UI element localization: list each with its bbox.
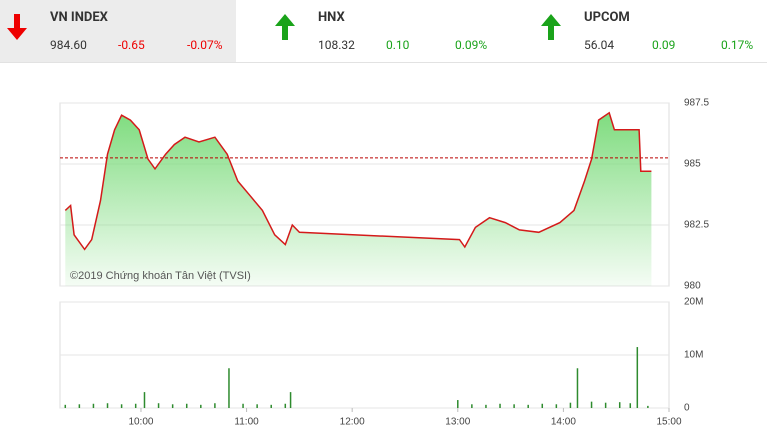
volume-bar	[92, 403, 95, 408]
price-area	[65, 112, 652, 286]
volume-bar	[541, 403, 544, 408]
x-tick-label: 14:00	[551, 417, 576, 428]
y-tick-label: 980	[684, 281, 701, 292]
header: VN INDEX 984.60 -0.65 -0.07% HNX 108.32 …	[0, 0, 767, 63]
volume-bar	[143, 392, 146, 408]
index-name: HNX	[318, 10, 345, 25]
up-arrow	[275, 14, 295, 40]
volume-bar	[647, 405, 649, 408]
index-percent: 0.09%	[455, 38, 488, 52]
y-tick-label: 987.5	[684, 98, 709, 109]
volume-bar	[513, 404, 515, 408]
x-tick-label: 13:00	[445, 417, 470, 428]
watermark: ©2019 Chứng khoán Tân Việt (TVSI)	[70, 270, 251, 282]
index-percent: -0.07%	[187, 38, 223, 52]
volume-bar	[270, 404, 272, 408]
volume-bar	[569, 402, 572, 408]
volume-bar	[157, 403, 160, 408]
volume-bar	[171, 404, 174, 408]
y-tick-label: 10M	[684, 350, 703, 361]
index-percent: 0.17%	[721, 38, 754, 52]
index-value: 108.32	[318, 38, 355, 52]
index-name: UPCOM	[584, 10, 630, 25]
index-change: -0.65	[118, 38, 145, 52]
volume-bar	[527, 404, 529, 408]
index-value: 984.60	[50, 38, 87, 52]
volume-bar	[256, 404, 258, 408]
volume-bar	[242, 403, 244, 408]
index-value: 56.04	[584, 38, 615, 52]
volume-bar	[629, 403, 632, 408]
up-arrow	[541, 14, 561, 40]
index-name: VN INDEX	[50, 10, 108, 25]
y-tick-label: 0	[684, 403, 690, 414]
volume-bar	[64, 404, 67, 408]
volume-bar	[618, 402, 621, 408]
index-tile[interactable]: HNX 108.32 0.10 0.09%	[268, 0, 523, 62]
volume-bar	[457, 400, 459, 408]
volume-bar	[576, 368, 579, 408]
chart: ©2019 Chứng khoán Tân Việt (TVSI) 980 982…	[59, 98, 709, 428]
volume-bar	[590, 401, 593, 408]
x-tick-label: 12:00	[340, 417, 365, 428]
volume-bar	[134, 403, 137, 408]
volume-bar	[636, 347, 639, 408]
x-tick-label: 10:00	[128, 417, 153, 428]
x-tick-label: 11:00	[234, 417, 259, 428]
y-tick-label: 985	[684, 159, 701, 170]
down-arrow	[7, 14, 27, 40]
volume-bar	[185, 403, 188, 408]
index-tile[interactable]: VN INDEX 984.60 -0.65 -0.07%	[0, 0, 236, 62]
volume-bar	[604, 402, 607, 408]
index-tile[interactable]: UPCOM 56.04 0.09 0.17%	[534, 0, 767, 62]
volume-bar	[228, 368, 230, 408]
volume-bar	[499, 403, 501, 408]
volume-bar	[78, 404, 81, 408]
volume-bar	[120, 404, 123, 408]
y-tick-label: 982.5	[684, 220, 709, 231]
price-line	[64, 111, 652, 251]
index-change: 0.09	[652, 38, 676, 52]
volume-bar	[471, 404, 473, 408]
volume-bar	[200, 404, 202, 408]
volume-bar	[485, 404, 487, 408]
volume-bar	[284, 403, 287, 408]
index-change: 0.10	[386, 38, 410, 52]
volume-bar	[289, 392, 292, 408]
volume-bar	[214, 403, 216, 408]
volume-bar	[106, 403, 109, 408]
x-tick-label: 15:00	[656, 417, 681, 428]
y-tick-label: 20M	[684, 297, 703, 308]
volume-bar	[555, 404, 558, 408]
